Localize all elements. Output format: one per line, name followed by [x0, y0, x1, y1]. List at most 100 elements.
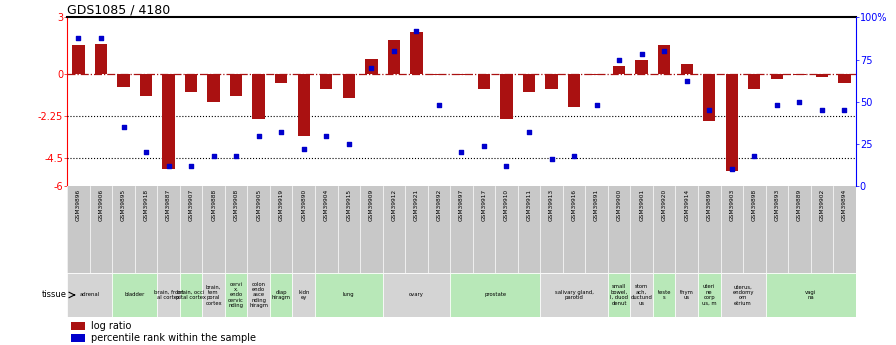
Bar [681, 64, 693, 73]
Text: GSM39909: GSM39909 [369, 189, 374, 221]
Bar [658, 46, 670, 73]
Bar [180, 273, 202, 317]
Point [184, 163, 198, 169]
Text: GSM39917: GSM39917 [481, 189, 487, 221]
Bar [410, 32, 423, 73]
Point [499, 163, 513, 169]
Text: GSM39901: GSM39901 [639, 189, 644, 221]
Text: GSM39916: GSM39916 [572, 189, 577, 221]
Bar [71, 334, 85, 342]
Bar [95, 43, 108, 73]
Bar [771, 73, 783, 79]
Text: log ratio: log ratio [90, 321, 131, 331]
Bar [839, 73, 850, 83]
Point [252, 133, 266, 138]
Text: colon
endo
asce
nding
hiragm: colon endo asce nding hiragm [249, 282, 268, 308]
Point [702, 108, 717, 113]
Bar [748, 73, 761, 89]
Text: brain, occi
pital cortex: brain, occi pital cortex [177, 290, 206, 300]
Point [116, 125, 131, 130]
Bar [208, 73, 220, 102]
Text: GSM39897: GSM39897 [459, 189, 464, 221]
Text: small
bowel,
I, duod
denut: small bowel, I, duod denut [610, 284, 628, 306]
Point [657, 48, 671, 54]
Bar [613, 66, 625, 73]
Bar [202, 273, 225, 317]
Bar [315, 273, 383, 317]
Text: cervi
x,
endo
cervic
nding: cervi x, endo cervic nding [228, 282, 244, 308]
Text: GSM39918: GSM39918 [143, 189, 149, 221]
Bar [320, 73, 332, 89]
Point [206, 153, 220, 159]
Point [612, 57, 626, 62]
Text: GSM39915: GSM39915 [346, 189, 351, 221]
Text: GSM39921: GSM39921 [414, 189, 419, 221]
Text: uteri
ne
corp
us, m: uteri ne corp us, m [702, 284, 717, 306]
Point [161, 163, 176, 169]
Bar [275, 73, 288, 83]
Text: GSM39890: GSM39890 [301, 189, 306, 221]
Point [545, 157, 559, 162]
Bar [388, 40, 400, 73]
Text: GSM39906: GSM39906 [99, 189, 104, 221]
Bar [478, 73, 490, 89]
Bar [523, 73, 535, 92]
Point [679, 79, 694, 84]
Bar [71, 322, 85, 330]
Point [229, 153, 244, 159]
Text: GSM39919: GSM39919 [279, 189, 284, 221]
Point [72, 35, 86, 40]
Bar [726, 73, 738, 171]
Bar [607, 273, 631, 317]
Bar [225, 273, 247, 317]
Point [94, 35, 108, 40]
Bar [117, 73, 130, 87]
Text: stom
ach,
ductund
us: stom ach, ductund us [631, 284, 652, 306]
Bar [720, 273, 765, 317]
Text: vagi
na: vagi na [805, 290, 816, 300]
Text: uterus,
endomy
om
etrium: uterus, endomy om etrium [732, 284, 754, 306]
Point [792, 99, 806, 105]
Text: GSM39891: GSM39891 [594, 189, 599, 221]
Text: GSM39912: GSM39912 [392, 189, 396, 221]
Text: lung: lung [343, 293, 355, 297]
Point [364, 65, 378, 71]
Bar [253, 73, 265, 119]
Bar [698, 273, 720, 317]
Text: GSM39913: GSM39913 [549, 189, 554, 221]
Bar [383, 273, 450, 317]
Text: GSM39914: GSM39914 [685, 189, 689, 221]
Bar [297, 73, 310, 136]
Point [770, 102, 784, 108]
Point [454, 150, 469, 155]
Bar [653, 273, 676, 317]
Bar [67, 273, 112, 317]
Bar [230, 73, 242, 96]
Text: GSM39887: GSM39887 [166, 189, 171, 221]
Bar [433, 73, 445, 75]
Text: GSM39899: GSM39899 [707, 189, 711, 221]
Bar [540, 273, 607, 317]
Text: GSM39920: GSM39920 [661, 189, 667, 221]
Text: adrenal: adrenal [80, 293, 99, 297]
Point [747, 153, 762, 159]
Text: GSM39903: GSM39903 [729, 189, 735, 221]
Text: GSM39893: GSM39893 [774, 189, 780, 221]
Text: GSM39910: GSM39910 [504, 189, 509, 221]
Bar [815, 73, 828, 77]
Text: GSM39905: GSM39905 [256, 189, 262, 221]
Point [521, 129, 536, 135]
Point [634, 52, 649, 57]
Point [341, 141, 356, 147]
Text: GSM39907: GSM39907 [188, 189, 194, 221]
Bar [112, 273, 158, 317]
Bar [342, 73, 355, 98]
Bar [292, 273, 315, 317]
Text: thym
us: thym us [680, 290, 694, 300]
Bar [546, 73, 557, 89]
Text: tissue: tissue [42, 290, 67, 299]
Text: GSM39896: GSM39896 [76, 189, 81, 221]
Point [837, 108, 851, 113]
Text: GSM39895: GSM39895 [121, 189, 126, 221]
Point [387, 48, 401, 54]
